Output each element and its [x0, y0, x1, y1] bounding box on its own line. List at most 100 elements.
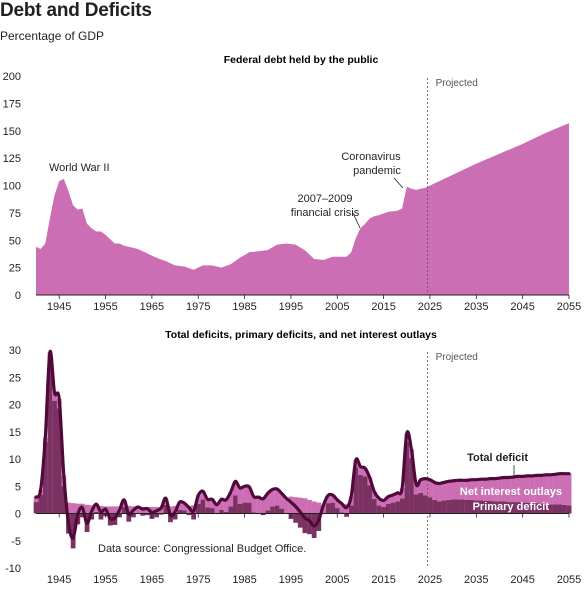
net-interest-bar	[237, 487, 243, 504]
primary-deficit-bar	[339, 512, 345, 514]
debt-axes: 0 25 50 75 100 125 150 175 200 1945 1955 1965 1975 19…	[3, 71, 582, 313]
net-interest-bar	[538, 475, 544, 504]
net-interest-bar	[228, 492, 234, 507]
net-interest-bar	[552, 474, 558, 505]
debt-area	[36, 123, 569, 295]
primary-deficit-bar	[168, 513, 173, 523]
primary-deficit-bar	[274, 505, 280, 514]
deficit-x-tick-label: 2055	[557, 574, 581, 586]
debt-y-tick-label: 25	[9, 263, 21, 275]
primary-deficit-bar	[89, 513, 95, 520]
deficit-x-tick-label: 2045	[510, 574, 534, 586]
primary-deficit-bar	[70, 513, 76, 549]
primary-deficit-bar	[478, 500, 484, 514]
primary-deficit-bar	[543, 503, 549, 514]
net-interest-bar	[70, 503, 76, 514]
primary-deficit-bar	[223, 511, 229, 514]
primary-deficit-bar	[265, 510, 271, 514]
primary-deficit-bar	[186, 513, 192, 516]
primary-deficit-bar	[469, 499, 475, 514]
deficit-x-tick-label: 1945	[47, 574, 71, 586]
net-interest-bar	[325, 495, 331, 504]
deficit-x-tick-label: 2015	[371, 574, 395, 586]
primary-deficit-bar	[552, 504, 558, 514]
primary-deficit-bar	[524, 502, 530, 514]
net-interest-bar	[205, 499, 210, 508]
primary-deficit-bar	[237, 503, 243, 514]
net-interest-bar	[501, 477, 507, 502]
deficit-y-tick-label: 10	[9, 454, 21, 466]
primary-deficit-bar	[158, 513, 164, 515]
net-interest-bar	[339, 503, 345, 513]
deficit-x-tick-label: 1995	[279, 574, 303, 586]
primary-deficit-bar	[195, 503, 201, 514]
primary-deficit-bar	[520, 502, 526, 514]
debt-x-tick-label: 2005	[325, 301, 349, 313]
page-subtitle: Percentage of GDP	[0, 29, 105, 43]
primary-deficit-bar	[228, 506, 234, 514]
primary-deficit-bar	[209, 508, 215, 514]
debt-x-tick-label: 2025	[418, 301, 442, 313]
debt-y-tick-label: 75	[9, 208, 21, 220]
primary-deficit-bar	[126, 513, 132, 522]
net-interest-bar	[302, 498, 308, 514]
primary-deficit-bar	[302, 513, 308, 534]
debt-area-layer	[36, 123, 569, 295]
deficit-y-tick-label: 0	[15, 509, 21, 521]
deficit-projected-label: Projected	[436, 352, 478, 363]
debt-chart-title: Federal debt held by the public	[224, 54, 379, 66]
primary-deficit-layer	[33, 358, 572, 549]
primary-deficit-bar	[506, 502, 512, 514]
net-interest-bar	[135, 506, 141, 514]
source-note: Data source: Congressional Budget Office…	[98, 543, 306, 555]
legend-total-deficit: Total deficit	[467, 452, 528, 464]
primary-deficit-bar	[497, 501, 502, 514]
net-interest-bar	[182, 503, 187, 511]
primary-deficit-bar	[423, 495, 428, 514]
net-interest-bar	[219, 499, 224, 510]
net-interest-bar	[381, 500, 387, 507]
net-interest-bar	[427, 479, 433, 498]
deficit-y-tick-label: 25	[9, 372, 21, 384]
debt-projected-label: Projected	[436, 78, 478, 89]
net-interest-bar	[418, 479, 424, 493]
net-interest-bar	[395, 492, 400, 502]
net-interest-bar	[200, 491, 206, 500]
primary-deficit-bar	[93, 511, 99, 514]
net-interest-bar	[483, 479, 489, 501]
primary-deficit-bar	[418, 492, 424, 514]
net-interest-bar	[362, 468, 368, 477]
primary-deficit-bar	[232, 495, 238, 514]
net-interest-bar	[283, 498, 289, 514]
net-interest-bar	[246, 486, 252, 503]
primary-deficit-bar	[144, 513, 150, 516]
primary-deficit-bar	[501, 501, 507, 514]
primary-deficit-bar	[534, 503, 540, 514]
debt-x-tick-label: 1965	[140, 301, 164, 313]
debt-x-tick-label: 2055	[557, 301, 581, 313]
primary-deficit-bar	[432, 499, 438, 514]
net-interest-bar	[534, 475, 540, 504]
primary-deficit-bar	[436, 501, 442, 514]
debt-x-tick-label: 2035	[464, 301, 488, 313]
net-interest-bar	[334, 499, 340, 509]
primary-deficit-bar	[246, 502, 252, 514]
net-interest-bar	[548, 474, 553, 505]
primary-deficit-bar	[52, 400, 57, 514]
deficit-chart-title: Total deficits, primary deficits, and ne…	[165, 329, 437, 341]
primary-deficit-bar	[33, 502, 39, 514]
net-interest-bar	[511, 476, 516, 503]
debt-x-tick-label: 1995	[279, 301, 303, 313]
net-interest-bar	[274, 488, 280, 506]
net-interest-bar	[469, 479, 475, 500]
deficit-x-tick-label: 1965	[140, 574, 164, 586]
net-interest-bar	[232, 481, 238, 496]
net-interest-bar	[413, 484, 419, 495]
net-interest-bar	[455, 480, 461, 500]
annotation-financial-crisis-years: 2007–2009	[297, 193, 352, 205]
net-interest-bar	[149, 506, 155, 514]
primary-deficit-bar	[487, 500, 493, 514]
primary-deficit-bar	[330, 502, 336, 514]
net-interest-bar	[497, 478, 502, 502]
